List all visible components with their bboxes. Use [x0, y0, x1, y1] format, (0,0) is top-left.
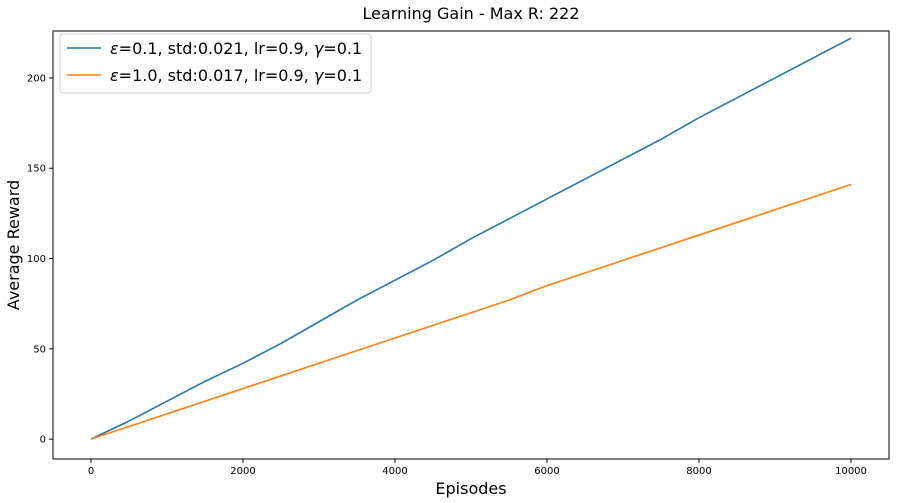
legend-epsilon-series-1: ε	[110, 39, 119, 58]
series-lines	[90, 37, 852, 440]
plot-frame	[52, 30, 890, 460]
legend-gamma-series-1: γ	[314, 39, 325, 58]
legend: ε=0.1, std:0.021, lr=0.9, γ=0.1 ε=1.0, s…	[59, 33, 372, 94]
legend-gamma-series-2: γ	[314, 66, 325, 85]
legend-label-series-2: ε=1.0, std:0.017, lr=0.9, γ=0.1	[110, 66, 362, 85]
series-line-2	[90, 183, 852, 440]
y-tick-label-1: 50	[33, 344, 46, 355]
x-tick-label-4: 8000	[686, 466, 711, 477]
legend-params-series-1: =0.1, std:0.021, lr=0.9,	[119, 39, 314, 58]
x-tick-label-0: 0	[88, 466, 94, 477]
series-line-1	[90, 37, 852, 440]
y-tick-label-0: 0	[40, 435, 46, 446]
x-axis-label: Episodes	[435, 479, 506, 498]
y-axis-ticks: 0 50 100 150 200	[27, 73, 53, 446]
y-axis-label: Average Reward	[4, 180, 23, 310]
legend-epsilon-series-2: ε	[110, 66, 119, 85]
y-tick-label-2: 100	[27, 254, 46, 265]
y-tick-label-3: 150	[27, 164, 46, 175]
x-tick-label-2: 4000	[382, 466, 407, 477]
chart-title: Learning Gain - Max R: 222	[362, 4, 579, 23]
legend-box	[59, 33, 372, 94]
x-tick-label-1: 2000	[230, 466, 255, 477]
legend-gamma-value-series-2: =0.1	[323, 66, 362, 85]
y-tick-label-4: 200	[27, 73, 46, 84]
x-axis-ticks: 0 2000 4000 6000 8000 10000	[88, 459, 867, 477]
x-tick-label-3: 6000	[534, 466, 559, 477]
x-tick-label-5: 10000	[835, 466, 867, 477]
legend-params-series-2: =1.0, std:0.017, lr=0.9,	[119, 66, 314, 85]
legend-gamma-value-series-1: =0.1	[323, 39, 362, 58]
legend-label-series-1: ε=0.1, std:0.021, lr=0.9, γ=0.1	[110, 39, 362, 58]
